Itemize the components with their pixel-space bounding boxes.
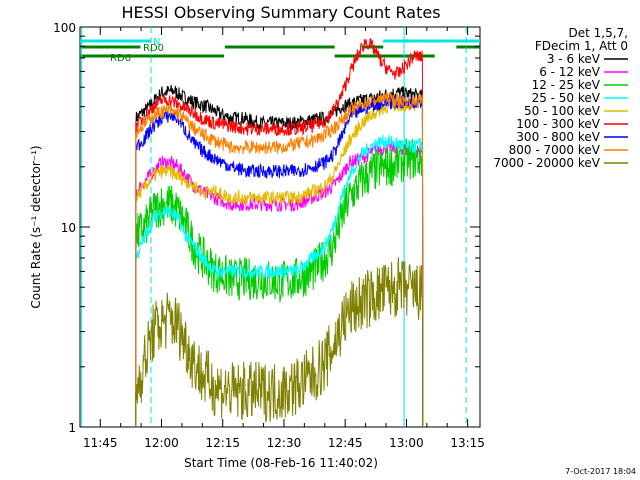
x-tick-label: 12:15 bbox=[205, 436, 240, 450]
series-line bbox=[135, 37, 424, 428]
series-line bbox=[135, 257, 424, 428]
flag-label-rd6: RD6 bbox=[110, 53, 131, 64]
y-axis-label: Count Rate (s⁻¹ detector⁻¹) bbox=[29, 145, 43, 308]
x-tick-label: 12:30 bbox=[267, 436, 302, 450]
y-tick-label: 10 bbox=[61, 221, 76, 235]
legend-label: 25 - 50 keV bbox=[532, 91, 601, 105]
series-line bbox=[135, 134, 424, 428]
y-tick-label: 100 bbox=[53, 21, 76, 35]
legend-label: 300 - 800 keV bbox=[516, 130, 600, 144]
timestamp: 7-Oct-2017 18:04 bbox=[565, 467, 636, 476]
legend-header-line-2: FDecim 1, Att 0 bbox=[535, 39, 628, 53]
x-tick-label: 11:45 bbox=[83, 436, 118, 450]
series-line bbox=[135, 84, 424, 428]
legend-label: 7000 - 20000 keV bbox=[493, 156, 600, 170]
legend-label: 6 - 12 keV bbox=[539, 65, 601, 79]
legend-header-line-1: Det 1,5,7, bbox=[569, 26, 629, 40]
x-axis-label: Start Time (08-Feb-16 11:40:02) bbox=[184, 456, 378, 470]
legend-label: 50 - 100 keV bbox=[524, 104, 601, 118]
y-tick-label: 1 bbox=[68, 421, 76, 435]
legend-label: 12 - 25 keV bbox=[532, 78, 601, 92]
series-layer bbox=[135, 37, 424, 428]
legend-label: 800 - 7000 keV bbox=[509, 143, 601, 157]
x-tick-label: 12:00 bbox=[144, 436, 179, 450]
chart-title: HESSI Observing Summary Count Rates bbox=[121, 3, 440, 22]
axis-ticks: 11:45 12:00 12:15 12:30 12:45 13:00 13:15 1 10 10… bbox=[53, 21, 485, 450]
legend-label: 100 - 300 keV bbox=[516, 117, 600, 131]
x-tick-label: 12:45 bbox=[328, 436, 363, 450]
flag-label-rd0: RD0 bbox=[143, 43, 164, 54]
x-tick-label: 13:15 bbox=[450, 436, 485, 450]
flag-bars bbox=[80, 39, 480, 58]
series-line bbox=[135, 94, 424, 428]
legend-label: 3 - 6 keV bbox=[547, 52, 601, 66]
flag-label-n: N bbox=[153, 37, 160, 48]
series-line bbox=[135, 91, 424, 428]
x-tick-label: 13:00 bbox=[389, 436, 424, 450]
